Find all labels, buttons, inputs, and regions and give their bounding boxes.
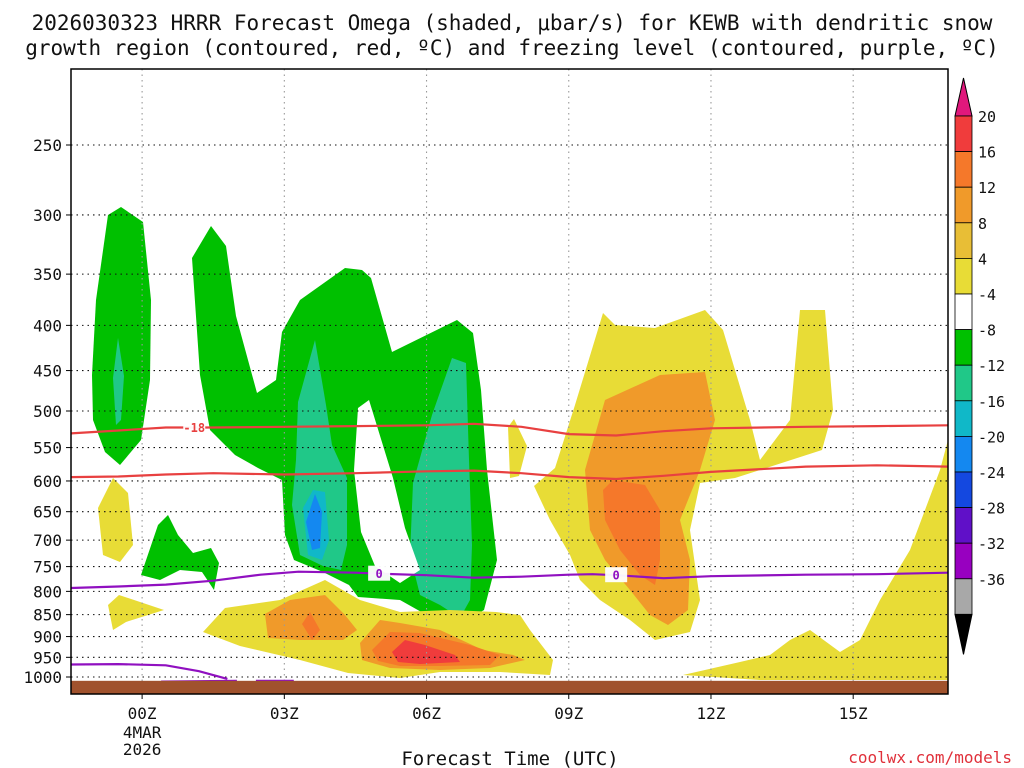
plot-frame: [70, 68, 949, 695]
contour-line: [71, 570, 948, 590]
colorbar-label: -36: [978, 571, 1005, 589]
y-tick-label: 300: [33, 206, 62, 225]
contour-label-background: [605, 567, 628, 583]
colorbar-swatch: [954, 542, 973, 580]
y-tick-label: 500: [33, 402, 62, 421]
colorbar-swatch: [954, 507, 973, 544]
colorbar-swatch: [954, 364, 973, 402]
x-date-label: 2026: [123, 740, 162, 759]
omega-hole: [354, 400, 420, 583]
omega-region-downward-6: [683, 440, 948, 680]
y-tick-label: 700: [33, 531, 62, 550]
x-tick-label: 06Z: [412, 704, 441, 723]
y-tick-label: 1000: [23, 668, 62, 687]
omega-region-upward-6: [410, 358, 472, 618]
colorbar-label: 16: [978, 144, 996, 162]
y-tick-label: 600: [33, 472, 62, 491]
omega-region-downward-10: [302, 612, 320, 640]
y-tick-label: 250: [33, 136, 62, 155]
y-tick-label: 750: [33, 558, 62, 577]
contour-line: [71, 662, 228, 680]
colorbar-bottom-arrow: [954, 613, 973, 655]
temperature-contours: -18 0 0: [71, 419, 948, 683]
chart-title-line-2: growth region (contoured, red, ºC) and f…: [25, 36, 999, 60]
omega-region-upward-8: [306, 494, 322, 550]
colorbar-label: -20: [978, 428, 1005, 446]
plot-area: -18 0 0: [71, 69, 948, 694]
colorbar-top-arrow: [954, 77, 973, 117]
y-tick-label: 900: [33, 628, 62, 647]
colorbar-swatch: [954, 257, 973, 295]
x-date-label: 4MAR: [123, 723, 162, 742]
y-tick-label: 350: [33, 265, 62, 284]
contour-line: [71, 464, 948, 481]
x-axis-title: Forecast Time (UTC): [401, 748, 618, 768]
colorbar-label: 20: [978, 108, 996, 126]
colorbar: 20 16 12 8 4 -4 -8 -12 -16 -20 -24 -28 -32 -36: [954, 77, 1005, 655]
y-axis: 250 300 350 400 450 500 550 600 650 700 750 800 850 9…: [23, 136, 71, 687]
y-tick-label: 850: [33, 606, 62, 625]
ground-surface: [71, 680, 948, 694]
omega-region-downward-12: [603, 480, 660, 585]
colorbar-swatch: [954, 293, 973, 330]
x-tick-label: 03Z: [270, 704, 299, 723]
colorbar-label: -12: [978, 357, 1005, 375]
omega-region-downward-2: [108, 595, 164, 630]
y-tick-label: 400: [33, 316, 62, 335]
x-tick-label: 00Z: [128, 704, 157, 723]
contour-label-background: [368, 565, 391, 581]
colorbar-label: 4: [978, 250, 987, 268]
omega-region-downward-4: [508, 419, 527, 478]
colorbar-swatch: [954, 578, 973, 615]
colorbar-swatch: [954, 435, 973, 473]
colorbar-label: 8: [978, 215, 987, 233]
colorbar-label: -28: [978, 500, 1005, 518]
colorbar-swatch: [954, 400, 973, 437]
omega-region-downward-1: [98, 478, 133, 562]
colorbar-swatch: [954, 151, 973, 188]
chart-title-line-1: 2026030323 HRRR Forecast Omega (shaded, …: [32, 11, 993, 35]
colorbar-swatch: [954, 115, 973, 152]
colorbar-swatch: [954, 222, 973, 259]
y-tick-label: 800: [33, 582, 62, 601]
y-tick-label: 950: [33, 648, 62, 667]
x-tick-label: 15Z: [839, 704, 868, 723]
source-credit: coolwx.com/models: [848, 748, 1012, 767]
colorbar-label: 12: [978, 179, 996, 197]
colorbar-label: -8: [978, 322, 996, 340]
colorbar-swatch: [954, 471, 973, 508]
omega-region-upward-1: [92, 207, 151, 465]
colorbar-swatch: [954, 329, 973, 366]
colorbar-swatch: [954, 186, 973, 224]
omega-region-upward-4: [113, 338, 124, 425]
contour-label: -18: [183, 421, 205, 435]
y-tick-label: 450: [33, 362, 62, 381]
colorbar-label: -32: [978, 535, 1005, 553]
contour-label-background: [183, 419, 206, 435]
x-tick-label: 12Z: [697, 704, 726, 723]
omega-region-upward-3: [141, 515, 219, 590]
x-tick-label: 09Z: [554, 704, 583, 723]
contour-label: 0: [613, 569, 620, 583]
y-tick-label: 550: [33, 439, 62, 458]
contour-label: 0: [376, 567, 383, 581]
colorbar-label: -16: [978, 393, 1005, 411]
colorbar-label: -4: [978, 286, 996, 304]
y-tick-label: 650: [33, 503, 62, 522]
colorbar-label: -24: [978, 464, 1005, 482]
